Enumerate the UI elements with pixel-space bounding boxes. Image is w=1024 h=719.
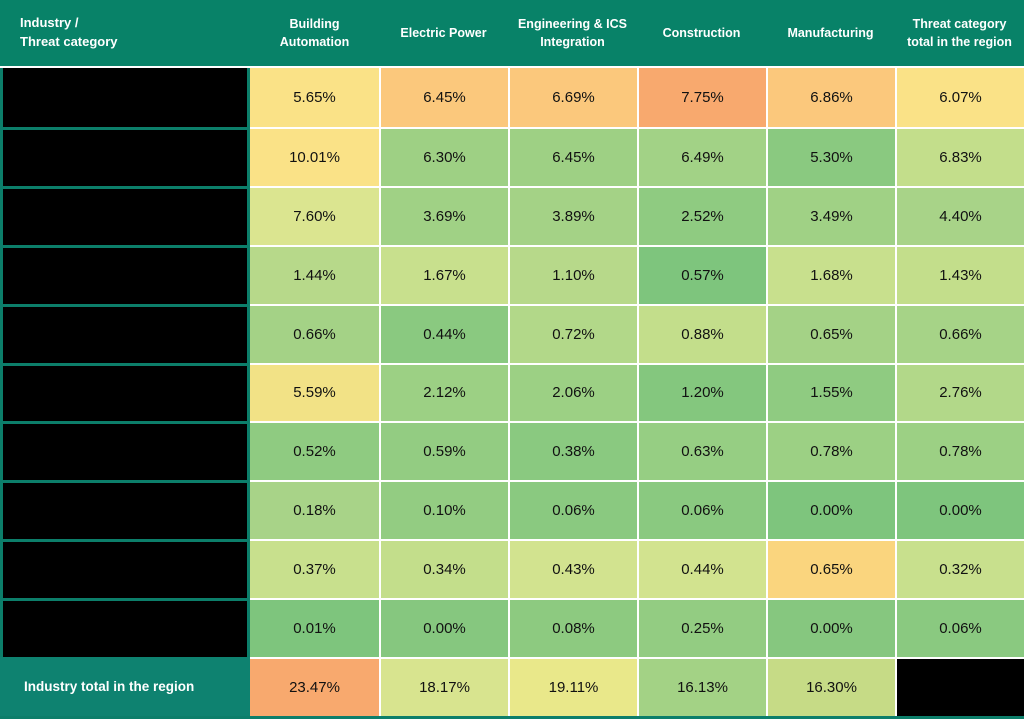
table-row: 0.01% 0.00% 0.08% 0.25% 0.00% 0.06% bbox=[0, 598, 1024, 657]
data-cell: 3.49% bbox=[766, 185, 895, 245]
column-header-4: Construction bbox=[662, 25, 741, 40]
data-cell: 0.00% bbox=[379, 598, 508, 657]
data-cell: 0.44% bbox=[637, 539, 766, 599]
footer-total-cell: 19.11% bbox=[508, 657, 637, 716]
data-cell: 0.78% bbox=[766, 421, 895, 481]
data-cell: 0.34% bbox=[379, 539, 508, 599]
table-row: 7.60% 3.69% 3.89% 2.52% 3.49% 4.40% bbox=[0, 185, 1024, 245]
row-label-redacted bbox=[0, 480, 250, 540]
data-cell: 1.44% bbox=[250, 244, 379, 304]
row-label-redacted bbox=[0, 303, 250, 363]
data-cell: 6.45% bbox=[508, 126, 637, 186]
data-cell: 7.60% bbox=[250, 185, 379, 245]
data-cell: 2.12% bbox=[379, 362, 508, 422]
data-cell: 0.06% bbox=[895, 598, 1024, 657]
data-cell: 0.06% bbox=[508, 480, 637, 540]
row-label-redacted bbox=[0, 421, 250, 481]
header-row: Industry / Threat category Building Auto… bbox=[0, 0, 1024, 68]
data-cell: 0.08% bbox=[508, 598, 637, 657]
data-cell: 1.55% bbox=[766, 362, 895, 422]
data-cell: 3.89% bbox=[508, 185, 637, 245]
data-cell: 1.20% bbox=[637, 362, 766, 422]
row-label-redacted bbox=[0, 362, 250, 422]
data-cell: 1.10% bbox=[508, 244, 637, 304]
data-cell: 0.59% bbox=[379, 421, 508, 481]
data-cell: 0.00% bbox=[766, 480, 895, 540]
data-cell: 0.63% bbox=[637, 421, 766, 481]
data-cell: 2.76% bbox=[895, 362, 1024, 422]
data-cell: 6.69% bbox=[508, 68, 637, 127]
data-cell: 0.32% bbox=[895, 539, 1024, 599]
data-cell: 6.83% bbox=[895, 126, 1024, 186]
data-cell: 4.40% bbox=[895, 185, 1024, 245]
data-cell: 0.01% bbox=[250, 598, 379, 657]
data-cell: 2.06% bbox=[508, 362, 637, 422]
data-cell: 0.25% bbox=[637, 598, 766, 657]
column-header-5: Manufacturing bbox=[787, 25, 874, 40]
data-cell: 0.10% bbox=[379, 480, 508, 540]
data-cell: 5.59% bbox=[250, 362, 379, 422]
table-row: 0.37% 0.34% 0.43% 0.44% 0.65% 0.32% bbox=[0, 539, 1024, 599]
footer-total-cell: 16.30% bbox=[766, 657, 895, 716]
data-cell: 0.66% bbox=[895, 303, 1024, 363]
row-label-redacted bbox=[0, 126, 250, 186]
data-cell: 0.65% bbox=[766, 539, 895, 599]
table-body: 5.65% 6.45% 6.69% 7.75% 6.86% 6.07% 10.01% 6.30… bbox=[0, 68, 1024, 657]
data-cell: 6.07% bbox=[895, 68, 1024, 127]
corner-header: Industry / Threat category bbox=[20, 15, 118, 49]
data-cell: 0.18% bbox=[250, 480, 379, 540]
data-cell: 0.43% bbox=[508, 539, 637, 599]
table-row: 5.65% 6.45% 6.69% 7.75% 6.86% 6.07% bbox=[0, 68, 1024, 127]
data-cell: 7.75% bbox=[637, 68, 766, 127]
data-cell: 0.72% bbox=[508, 303, 637, 363]
table-row: 5.59% 2.12% 2.06% 1.20% 1.55% 2.76% bbox=[0, 362, 1024, 422]
data-cell: 5.30% bbox=[766, 126, 895, 186]
data-cell: 0.00% bbox=[895, 480, 1024, 540]
data-cell: 0.37% bbox=[250, 539, 379, 599]
row-label-redacted bbox=[0, 68, 250, 127]
table-row: 0.52% 0.59% 0.38% 0.63% 0.78% 0.78% bbox=[0, 421, 1024, 481]
table-row: 1.44% 1.67% 1.10% 0.57% 1.68% 1.43% bbox=[0, 244, 1024, 304]
data-cell: 0.00% bbox=[766, 598, 895, 657]
data-cell: 0.06% bbox=[637, 480, 766, 540]
column-header-2: Electric Power bbox=[400, 25, 487, 40]
footer-label: Industry total in the region bbox=[0, 657, 250, 716]
grand-total-redacted bbox=[895, 657, 1024, 716]
data-cell: 0.78% bbox=[895, 421, 1024, 481]
data-cell: 10.01% bbox=[250, 126, 379, 186]
column-header-3: Engineering & ICS Integration bbox=[517, 16, 628, 49]
data-cell: 6.49% bbox=[637, 126, 766, 186]
footer-total-cell: 23.47% bbox=[250, 657, 379, 716]
row-label-redacted bbox=[0, 539, 250, 599]
table-row: 0.18% 0.10% 0.06% 0.06% 0.00% 0.00% bbox=[0, 480, 1024, 540]
data-cell: 6.45% bbox=[379, 68, 508, 127]
column-header-6: Threat category total in the region bbox=[907, 16, 1012, 49]
data-cell: 0.66% bbox=[250, 303, 379, 363]
data-cell: 1.43% bbox=[895, 244, 1024, 304]
data-cell: 1.68% bbox=[766, 244, 895, 304]
data-cell: 1.67% bbox=[379, 244, 508, 304]
footer-row: Industry total in the region 23.47% 18.17… bbox=[0, 657, 1024, 716]
table-row: 0.66% 0.44% 0.72% 0.88% 0.65% 0.66% bbox=[0, 303, 1024, 363]
row-label-redacted bbox=[0, 185, 250, 245]
footer-total-cell: 18.17% bbox=[379, 657, 508, 716]
data-cell: 3.69% bbox=[379, 185, 508, 245]
data-cell: 0.52% bbox=[250, 421, 379, 481]
data-cell: 2.52% bbox=[637, 185, 766, 245]
data-cell: 0.57% bbox=[637, 244, 766, 304]
data-cell: 0.38% bbox=[508, 421, 637, 481]
row-label-redacted bbox=[0, 598, 250, 657]
data-cell: 0.44% bbox=[379, 303, 508, 363]
data-cell: 0.88% bbox=[637, 303, 766, 363]
data-cell: 0.65% bbox=[766, 303, 895, 363]
footer-total-cell: 16.13% bbox=[637, 657, 766, 716]
row-label-redacted bbox=[0, 244, 250, 304]
data-cell: 5.65% bbox=[250, 68, 379, 127]
column-header-1: Building Automation bbox=[279, 16, 350, 49]
data-cell: 6.86% bbox=[766, 68, 895, 127]
data-cell: 6.30% bbox=[379, 126, 508, 186]
table-row: 10.01% 6.30% 6.45% 6.49% 5.30% 6.83% bbox=[0, 126, 1024, 186]
